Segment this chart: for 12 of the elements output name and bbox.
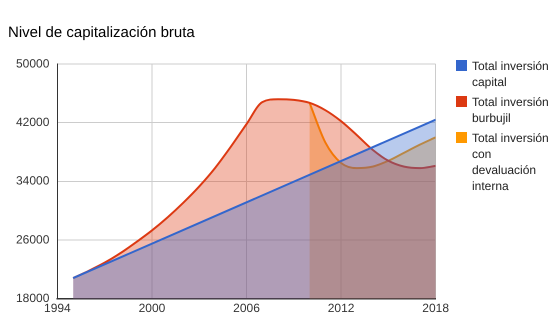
y-tick-label: 26000 <box>16 232 50 246</box>
x-tick-label: 2000 <box>138 301 166 316</box>
x-tick-label: 2006 <box>233 301 260 316</box>
x-tick-label: 2012 <box>328 301 355 316</box>
y-tick-label: 42000 <box>16 114 50 129</box>
x-tick-label: 2018 <box>422 301 450 316</box>
y-tick-label: 34000 <box>16 174 50 188</box>
y-tick-label: 50000 <box>16 56 50 70</box>
legend-label: Total inversión burbujil <box>472 94 550 126</box>
legend-label: Total inversión capital <box>472 58 550 90</box>
legend-label: Total inversión con devaluación interna <box>472 130 550 194</box>
chart-title: Nivel de capitalización bruta <box>8 24 196 42</box>
